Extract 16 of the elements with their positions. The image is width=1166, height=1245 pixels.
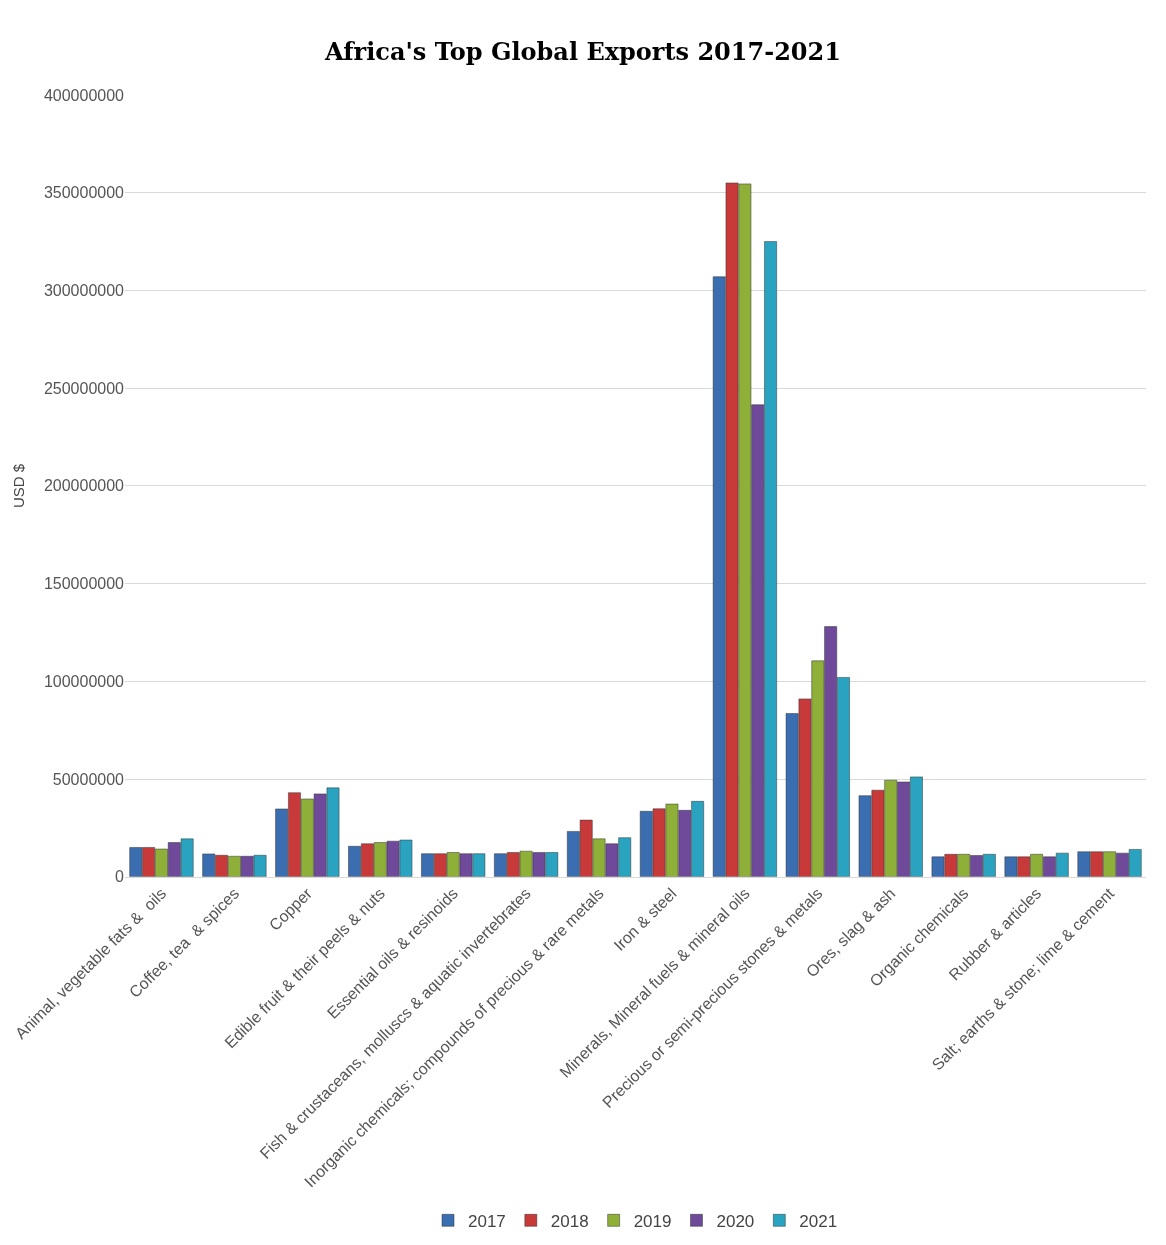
y-tick-label: 400000000: [43, 86, 125, 104]
y-tick-label: 350000000: [43, 184, 125, 202]
y-tick-label: 0: [115, 868, 125, 886]
legend-label: 2020: [716, 1211, 755, 1231]
y-tick-label: 100000000: [43, 672, 125, 690]
y-tick-label: 150000000: [43, 575, 125, 593]
chart-title: Africa's Top Global Exports 2017-2021: [324, 37, 841, 67]
y-tick-label: 200000000: [43, 477, 125, 495]
legend-label: 2019: [633, 1211, 672, 1231]
legend-label: 2017: [468, 1211, 506, 1231]
y-tick-label: 300000000: [43, 282, 125, 300]
legend-label: 2018: [550, 1211, 589, 1231]
legend-label: 2021: [799, 1211, 838, 1231]
y-tick-label: 250000000: [43, 379, 125, 397]
y-tick-label: 50000000: [52, 770, 125, 788]
y-axis-title: USD $: [10, 463, 28, 508]
